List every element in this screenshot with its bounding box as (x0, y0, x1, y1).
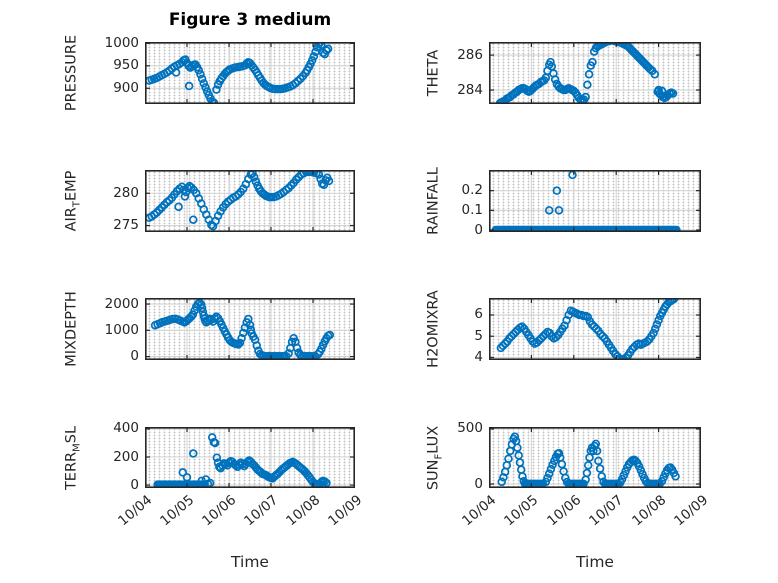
x-tick-label: 10/06 (543, 492, 585, 530)
y-tick-label: 280 (113, 184, 139, 201)
x-tick-label: 10/08 (283, 492, 324, 530)
figure-title: Figure 3 medium (168, 10, 332, 30)
y-tick-label: 284 (457, 81, 483, 98)
y-tick-label: 0 (130, 348, 139, 365)
y-tick-label: 6 (474, 306, 483, 323)
x-tick-labels (145, 364, 355, 424)
y-tick-labels: 0 200 400 (83, 421, 139, 492)
y-tick-label: 4 (474, 348, 483, 365)
subplot-terr-msl: TERRMSL 0 200 400 10/04 10/05 10/06 10/07 10/0… (64, 421, 366, 529)
y-tick-labels: 900 950 1000 (83, 35, 139, 104)
y-tick-label: 900 (113, 79, 139, 96)
y-tick-label: 200 (113, 448, 139, 465)
y-tick-label: 275 (113, 217, 139, 234)
x-tick-labels (489, 236, 701, 296)
x-axis-label-right: Time (576, 553, 614, 571)
y-tick-labels: 284 286 (427, 42, 483, 104)
subplot-theta: THETA 284 286 (426, 42, 701, 104)
x-tick-labels: 10/04 10/05 10/06 10/07 10/08 10/09 (115, 492, 365, 552)
subplot-mixdepth: MIXDEPTH 0 1000 2000 (64, 291, 355, 367)
plot-area-theta (489, 42, 701, 104)
y-axis-label-mixdepth: MIXDEPTH (63, 291, 80, 367)
subplot-rainfall: RAINFALL 0 0.1 0.2 (426, 167, 701, 237)
x-tick-labels (489, 364, 701, 424)
plot-area-mixdepth (145, 298, 355, 360)
y-tick-label: 950 (113, 57, 139, 74)
y-tick-labels: 0 1000 2000 (83, 295, 139, 364)
y-tick-labels: 4 5 6 (427, 298, 483, 364)
plot-area-sun-flux (489, 427, 701, 488)
y-axis-label-terr-msl: TERRMSL (63, 425, 83, 490)
y-axis-label-air-temp: AIRTEMP (63, 170, 83, 232)
x-tick-labels: 10/04 10/05 10/06 10/07 10/08 10/09 (459, 492, 711, 552)
plot-area-pressure (145, 42, 355, 104)
x-tick-label: 10/08 (628, 492, 669, 530)
x-tick-labels (489, 108, 701, 168)
subplot-pressure: PRESSURE 900 950 1000 (64, 35, 355, 111)
y-tick-label: 1000 (104, 34, 139, 51)
x-tick-label: 10/09 (671, 492, 712, 530)
x-tick-labels (145, 108, 355, 168)
y-tick-label: 5 (474, 327, 483, 344)
y-tick-label: 0 (474, 475, 483, 492)
x-tick-label: 10/04 (459, 492, 500, 530)
y-tick-label: 0.2 (461, 182, 483, 199)
y-tick-label: 500 (457, 420, 483, 437)
y-tick-label: 0 (474, 221, 483, 238)
plot-area-air-temp (145, 170, 355, 232)
x-tick-label: 10/07 (241, 492, 282, 530)
y-tick-label: 286 (457, 46, 483, 63)
x-tick-label: 10/05 (157, 492, 198, 530)
plot-area-h2omixra (489, 298, 701, 360)
plot-area-rainfall (489, 170, 701, 232)
x-tick-label: 10/05 (501, 492, 542, 530)
x-tick-labels (145, 236, 355, 296)
y-tick-label: 0.1 (461, 201, 483, 218)
x-tick-label: 10/04 (115, 492, 156, 530)
y-axis-label-pressure: PRESSURE (63, 34, 80, 112)
y-tick-labels: 0 500 (427, 421, 483, 491)
x-tick-label: 10/06 (199, 492, 240, 530)
subplot-sun-flux: SUNFLUX 0 500 10/04 10/05 10/06 10/07 10/08 10… (426, 421, 712, 529)
y-tick-labels: 275 280 (83, 170, 139, 232)
x-axis-label-left: Time (231, 553, 269, 571)
x-tick-label: 10/09 (325, 492, 366, 530)
y-tick-label: 0 (130, 476, 139, 493)
y-tick-label: 2000 (104, 295, 139, 312)
subplot-air-temp: AIRTEMP 275 280 (64, 170, 355, 233)
y-tick-label: 400 (113, 420, 139, 437)
y-tick-labels: 0 0.1 0.2 (427, 170, 483, 237)
y-tick-label: 1000 (104, 321, 139, 338)
x-tick-label: 10/07 (586, 492, 627, 530)
plot-area-terr-msl (145, 427, 355, 488)
